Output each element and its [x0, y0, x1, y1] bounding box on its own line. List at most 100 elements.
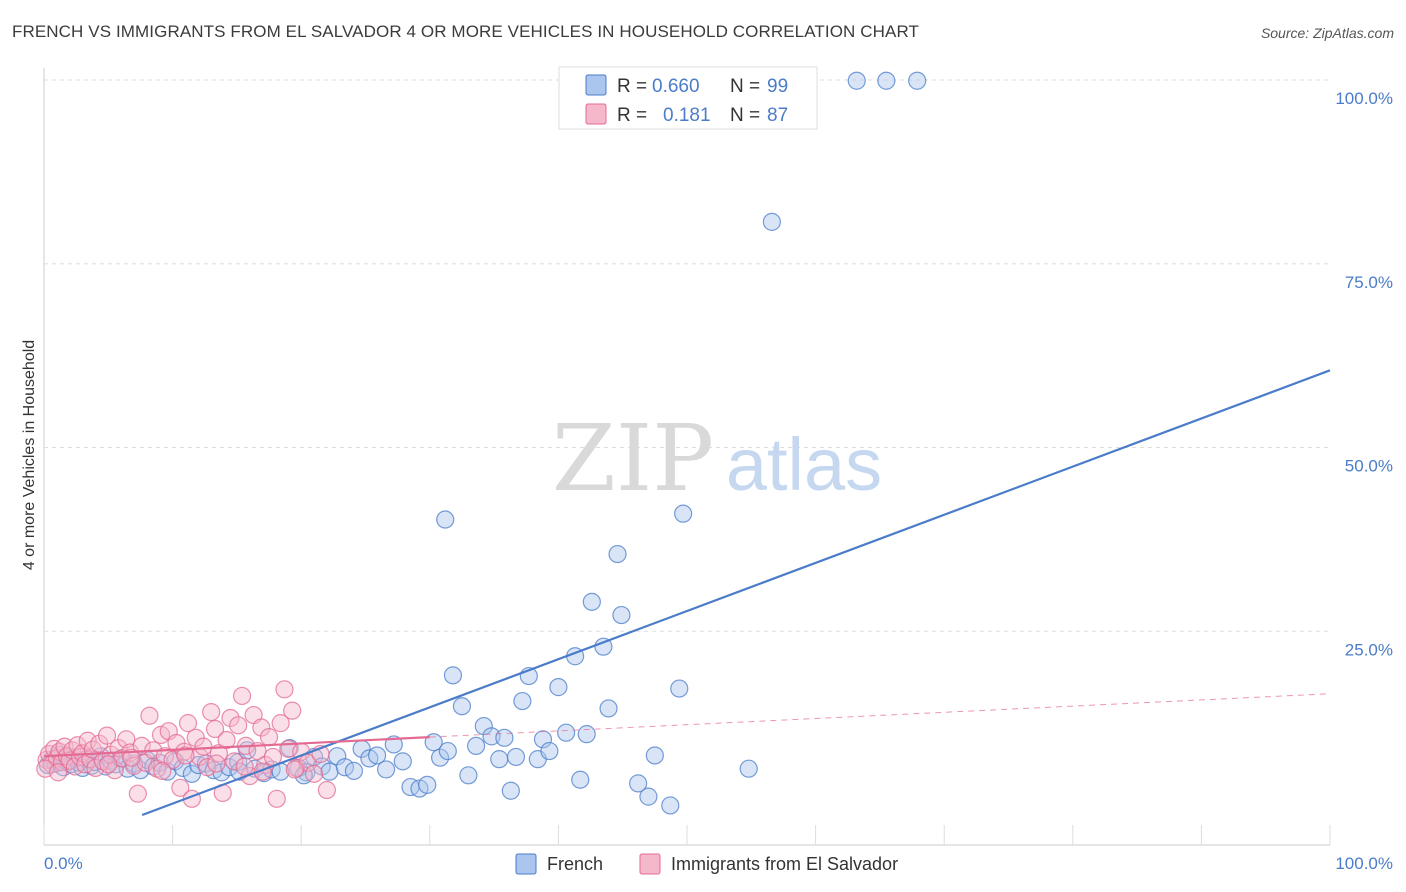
salvador-point — [49, 763, 68, 782]
salvador-point — [229, 716, 248, 735]
french-point — [571, 770, 590, 789]
salvador-swatch — [585, 103, 607, 125]
french-point — [739, 759, 758, 778]
watermark: ZIP atlas — [552, 405, 882, 512]
salvador-point — [128, 784, 147, 803]
y-tick-label: 50.0% — [1345, 457, 1393, 476]
french-point — [540, 741, 559, 761]
salvador-point — [97, 726, 117, 745]
french-point — [466, 736, 486, 756]
salvador-point — [202, 702, 221, 722]
french-point — [629, 774, 648, 793]
salvador-point — [176, 746, 195, 765]
french-r-label: R = — [617, 76, 647, 97]
bottom-legend-salvador-swatch — [639, 853, 661, 875]
french-point — [639, 787, 658, 806]
french-point — [533, 730, 553, 749]
french-point — [438, 741, 457, 761]
source-label: Source: ZipAtlas.com — [1260, 25, 1394, 41]
french-point — [582, 592, 601, 611]
french-point — [670, 679, 689, 698]
salvador-point — [283, 701, 302, 720]
french-point — [501, 781, 520, 800]
salvador-point — [194, 737, 213, 756]
french-point — [599, 699, 618, 718]
french-point — [490, 750, 509, 769]
french-point — [506, 747, 526, 767]
french-point — [877, 71, 896, 90]
french-point — [367, 746, 387, 765]
salvador-point — [122, 748, 141, 767]
salvador-point — [205, 719, 225, 739]
salvador-point — [232, 686, 252, 706]
salvador-point — [252, 718, 271, 737]
salvador-point — [217, 730, 236, 750]
french-point — [344, 761, 364, 781]
french-point — [513, 691, 532, 711]
french-point — [443, 666, 463, 685]
tick-layer: 100.0% 75.0% 50.0% 25.0% 0.0% 100.0% — [44, 89, 1393, 873]
salvador-point — [153, 761, 172, 781]
french-point — [674, 504, 693, 523]
french-point — [452, 697, 472, 716]
salvador-point — [221, 708, 240, 728]
bottom-legend-french-swatch — [515, 853, 537, 875]
french-point — [577, 725, 596, 744]
salvador-point — [99, 755, 118, 774]
french-point — [847, 71, 866, 90]
french-point — [320, 762, 339, 781]
salvador-point — [267, 789, 286, 808]
y-tick-label: 75.0% — [1345, 273, 1393, 292]
y-tick-label: 25.0% — [1345, 640, 1393, 659]
salvador-point — [225, 752, 244, 771]
salvador-point — [275, 680, 294, 699]
bottom-legend-salvador-label: Immigrants from El Salvador — [671, 854, 898, 874]
french-swatch — [585, 74, 607, 96]
salvador-r-label: R = — [617, 105, 647, 126]
french-point — [645, 746, 664, 765]
french-point — [384, 735, 403, 754]
salvador-point — [140, 706, 159, 725]
french-r-value: 0.660 — [652, 76, 700, 97]
salvador-point — [207, 754, 226, 773]
salvador-point — [285, 760, 304, 779]
french-point — [495, 728, 514, 747]
french-point — [549, 678, 568, 697]
salvador-point — [235, 757, 254, 776]
french-point — [608, 544, 627, 564]
chart-title: FRENCH VS IMMIGRANTS FROM EL SALVADOR 4 … — [12, 22, 919, 41]
salvador-point — [271, 714, 290, 733]
trendline-layer — [43, 369, 1331, 817]
french-point — [612, 605, 631, 625]
salvador-point — [78, 731, 97, 750]
salvador-point — [76, 755, 95, 774]
french-point — [393, 752, 412, 771]
salvador-point — [171, 778, 190, 797]
watermark-zip: ZIP — [552, 405, 714, 512]
french-n-value: 99 — [767, 76, 788, 97]
french-point — [459, 766, 478, 785]
salvador-r-value: 0.181 — [663, 105, 711, 126]
salvador-point — [178, 714, 198, 733]
french-point — [335, 758, 355, 777]
french-n-label: N = — [730, 76, 760, 97]
y-tick-label: 100.0% — [1335, 89, 1393, 108]
y-axis-label: 4 or more Vehicles in Household — [21, 340, 38, 570]
french-point — [762, 212, 781, 231]
salvador-n-value: 87 — [767, 105, 788, 126]
french-point — [557, 723, 576, 742]
bottom-legend-french-label: French — [547, 854, 603, 874]
x-tick-label: 0.0% — [44, 854, 83, 873]
x-tick-label: 100.0% — [1335, 854, 1393, 873]
french-point — [376, 760, 396, 779]
salvador-point — [198, 758, 217, 777]
salvador-n-label: N = — [730, 105, 760, 126]
salvador-trendline — [429, 693, 1331, 738]
bottom-legend: French Immigrants from El Salvador — [515, 853, 898, 875]
salvador-point — [259, 727, 279, 747]
salvador-trendline — [43, 735, 430, 758]
french-point — [436, 510, 455, 529]
salvador-point — [317, 780, 337, 800]
watermark-atlas: atlas — [726, 423, 882, 506]
